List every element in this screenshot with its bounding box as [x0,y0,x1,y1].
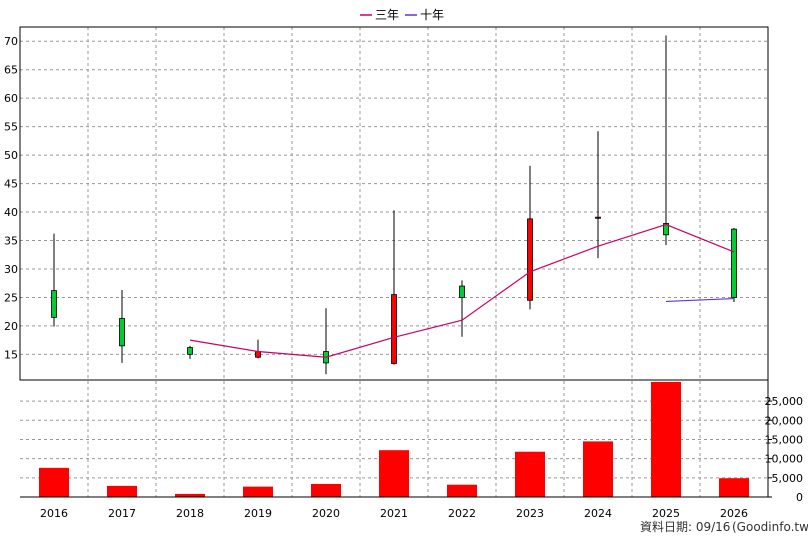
x-axis: 2016 2017 2018 2019 2020 2021 2022 2023 2024 2025… [40,507,748,520]
x-tick-label: 2022 [448,507,476,520]
x-tick-label: 2020 [312,507,340,520]
x-tick-label: 2023 [516,507,544,520]
price-tick-label: 50 [4,149,18,162]
volume-bar [39,467,69,497]
legend-label: 十年 [420,8,444,22]
candle-body [595,216,601,219]
candle-body [255,351,261,358]
legend: 三年 十年 [360,8,444,22]
price-frame [19,26,769,381]
volume-bar [651,381,681,497]
volume-tick-label: 5,000 [772,472,804,485]
candle-body [391,294,397,364]
volume-bar [243,486,273,497]
price-tick-label: 60 [4,92,18,105]
candle-body [51,290,57,318]
x-tick-label: 2017 [108,507,136,520]
candle-body [187,347,193,355]
legend-label: 三年 [375,8,399,22]
volume-bar [719,478,749,497]
x-tick-label: 2025 [652,507,680,520]
price-tick-label: 45 [4,178,18,191]
x-tick-label: 2021 [380,507,408,520]
volume-tick-label: 0 [796,491,803,504]
price-tick-label: 25 [4,291,18,304]
volume-bar [311,483,341,497]
price-tick-label: 65 [4,64,18,77]
price-tick-label: 70 [4,35,18,48]
volume-bar [175,493,205,497]
volume-bar [515,451,545,497]
candle-body [731,228,737,298]
price-tick-label: 55 [4,121,18,134]
x-tick-label: 2026 [720,507,748,520]
x-tick-label: 2024 [584,507,612,520]
price-tick-label: 30 [4,263,18,276]
volume-tick-label: 10,000 [765,453,804,466]
x-tick-label: 2018 [176,507,204,520]
series-line [665,297,735,303]
candle-body [459,285,465,298]
price-panel: 15 20 25 30 35 40 45 50 55 60 65 70 [4,26,769,497]
volume-panel: 0 5,000 10,000 15,000 20,000 25,000 [20,380,803,504]
candle-body [119,318,125,347]
price-tick-label: 40 [4,206,18,219]
volume-tick-label: 25,000 [765,395,804,408]
volume-bar [107,485,137,497]
candle-body [527,218,533,301]
price-tick-label: 20 [4,320,18,333]
volume-bar [379,450,409,497]
series-line [189,223,735,358]
price-tick-label: 15 [4,348,18,361]
candle-body [663,223,669,236]
volume-tick-label: 20,000 [765,414,804,427]
price-tick-label: 35 [4,235,18,248]
volume-bar [447,484,477,497]
x-tick-label: 2019 [244,507,272,520]
footer-source: (Goodinfo.tw) [732,520,808,534]
volume-bar [583,441,613,497]
x-tick-label: 2016 [40,507,68,520]
footer-date: 資料日期: 09/16 [640,520,730,534]
volume-tick-label: 15,000 [765,433,804,446]
